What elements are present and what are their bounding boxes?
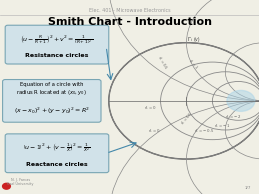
FancyBboxPatch shape: [3, 80, 101, 122]
Circle shape: [3, 183, 10, 189]
Text: $r_1=1$: $r_1=1$: [186, 57, 200, 71]
Text: $r_1=0$: $r_1=0$: [148, 128, 160, 135]
Text: Reactance circles: Reactance circles: [26, 162, 88, 167]
FancyBboxPatch shape: [5, 134, 109, 173]
Text: $\left|u-1\right|^2+\left(v-\frac{1}{X}\right)^2=\frac{1}{X^2}$: $\left|u-1\right|^2+\left(v-\frac{1}{X}\…: [23, 141, 91, 154]
Text: Equation of a circle with
radius R located at $(x_0, y_0)$: Equation of a circle with radius R locat…: [16, 82, 87, 97]
Text: 1/7: 1/7: [245, 186, 251, 190]
Circle shape: [227, 90, 255, 111]
Text: $(x-x_0)^2+(y-y_0)^2=R^2$: $(x-x_0)^2+(y-y_0)^2=R^2$: [14, 105, 90, 116]
Text: Resistance circles: Resistance circles: [25, 53, 89, 58]
Text: $r_1=0.5$: $r_1=0.5$: [155, 54, 170, 71]
Text: $r_1=0.5$: $r_1=0.5$: [179, 110, 195, 127]
FancyBboxPatch shape: [5, 25, 109, 64]
Text: $r_1=-0.5$: $r_1=-0.5$: [194, 128, 215, 135]
Text: N. J. Farcas
Kazl University: N. J. Farcas Kazl University: [8, 178, 34, 186]
Text: $\left(u-\frac{R}{R+1}\right)^2+v^2=\frac{1}{(R+1)^2}$: $\left(u-\frac{R}{R+1}\right)^2+v^2=\fra…: [20, 33, 93, 45]
Text: (v): (v): [193, 37, 200, 42]
Text: $\Gamma_i$: $\Gamma_i$: [187, 35, 193, 44]
Text: Elec. 401 - Microwave Electronics: Elec. 401 - Microwave Electronics: [89, 8, 170, 13]
Text: $r_1=0$: $r_1=0$: [144, 105, 156, 112]
Text: $r_1=-2$: $r_1=-2$: [225, 113, 242, 121]
Text: $r_1=-1$: $r_1=-1$: [214, 122, 231, 130]
Text: Smith Chart - Introduction: Smith Chart - Introduction: [47, 17, 212, 28]
